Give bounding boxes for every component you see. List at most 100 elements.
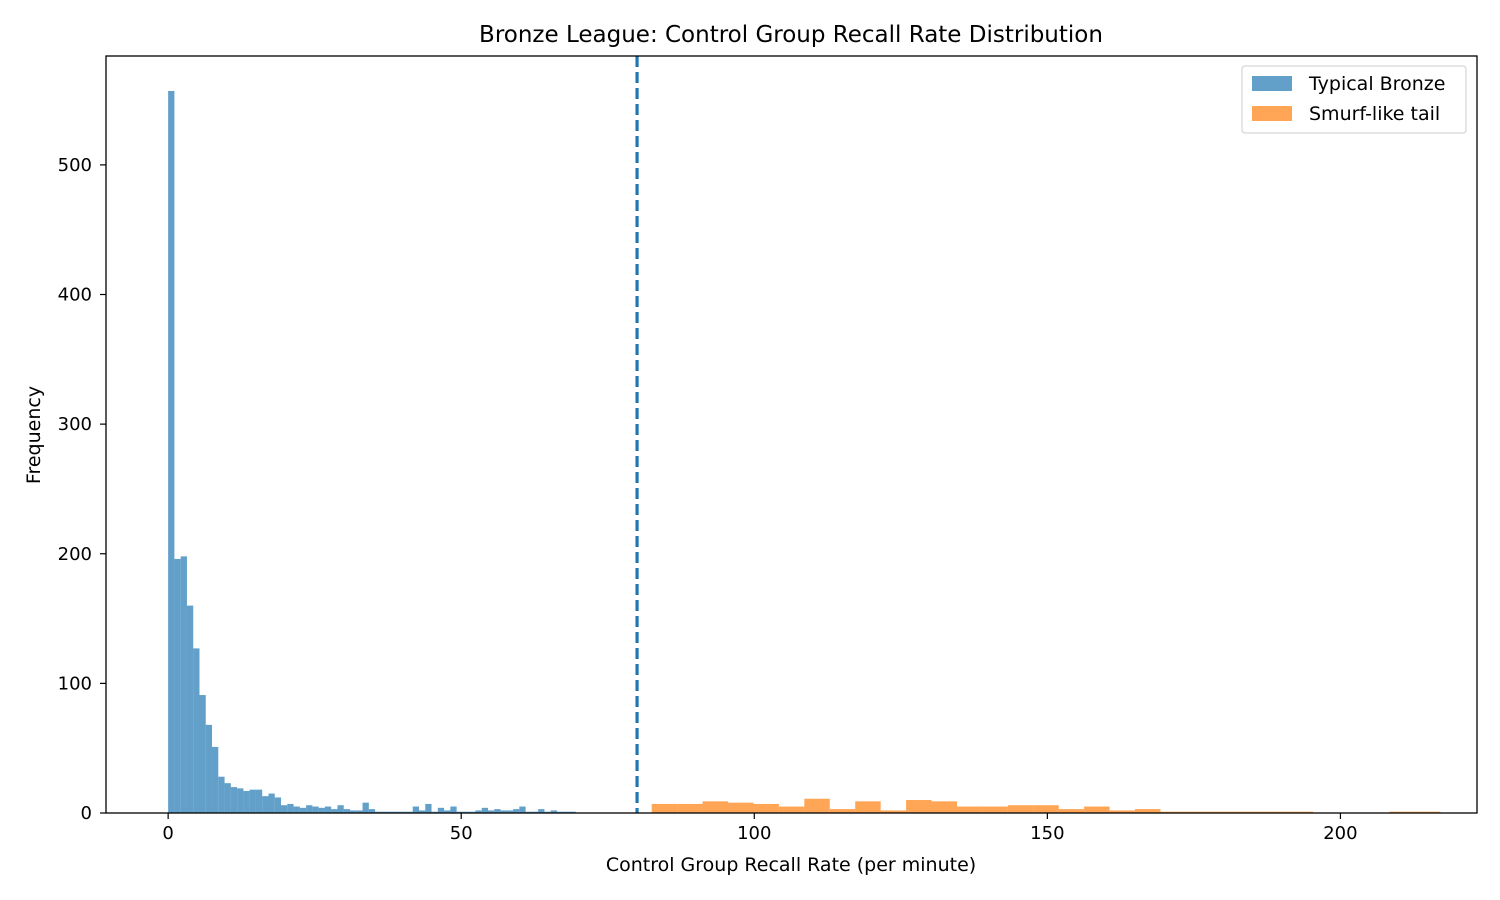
y-tick-label: 0 bbox=[81, 803, 92, 824]
bar-smurf-like-tail bbox=[829, 809, 856, 813]
bar-typical-bronze bbox=[494, 809, 501, 813]
bar-typical-bronze bbox=[274, 797, 282, 813]
bar-typical-bronze bbox=[538, 809, 545, 813]
legend: Typical Bronze Smurf-like tail bbox=[1241, 65, 1467, 134]
bar-smurf-like-tail bbox=[778, 806, 805, 813]
bar-typical-bronze bbox=[218, 776, 225, 813]
bar-smurf-like-tail bbox=[1135, 809, 1161, 813]
bar-typical-bronze bbox=[168, 91, 175, 813]
bar-typical-bronze bbox=[400, 811, 407, 813]
y-tick-label: 400 bbox=[58, 285, 92, 306]
bar-typical-bronze bbox=[293, 806, 300, 813]
bar-typical-bronze bbox=[506, 810, 514, 813]
bar-typical-bronze bbox=[243, 790, 250, 813]
bar-smurf-like-tail bbox=[1160, 811, 1186, 813]
bar-typical-bronze bbox=[563, 811, 570, 813]
bar-typical-bronze bbox=[224, 783, 231, 813]
bar-typical-bronze bbox=[406, 811, 413, 813]
bar-typical-bronze bbox=[387, 811, 394, 813]
bar-smurf-like-tail bbox=[1058, 809, 1085, 813]
bar-typical-bronze bbox=[268, 793, 275, 813]
bar-smurf-like-tail bbox=[906, 800, 932, 813]
bar-smurf-like-tail bbox=[1414, 811, 1441, 813]
bar-smurf-like-tail bbox=[1262, 811, 1288, 813]
bar-typical-bronze bbox=[249, 789, 256, 813]
bar-smurf-like-tail bbox=[931, 801, 957, 813]
y-tick-label: 100 bbox=[58, 673, 92, 694]
bar-typical-bronze bbox=[550, 810, 557, 813]
bar-smurf-like-tail bbox=[753, 803, 779, 813]
legend-swatch-typical-bronze bbox=[1252, 76, 1292, 91]
bar-typical-bronze bbox=[368, 809, 376, 813]
bar-typical-bronze bbox=[462, 811, 470, 813]
bar-typical-bronze bbox=[312, 806, 319, 813]
bar-typical-bronze bbox=[343, 809, 351, 813]
bar-typical-bronze bbox=[281, 805, 288, 813]
bar-typical-bronze bbox=[186, 605, 194, 813]
legend-label-smurf-like-tail: Smurf-like tail bbox=[1309, 103, 1440, 125]
bar-typical-bronze bbox=[193, 648, 200, 813]
bar-typical-bronze bbox=[350, 810, 357, 813]
bar-typical-bronze bbox=[556, 811, 564, 813]
bar-smurf-like-tail bbox=[956, 806, 983, 813]
bar-smurf-like-tail bbox=[1185, 811, 1212, 813]
bar-smurf-like-tail bbox=[1033, 805, 1059, 813]
bar-typical-bronze bbox=[255, 789, 263, 813]
bar-typical-bronze bbox=[375, 811, 382, 813]
bar-typical-bronze bbox=[362, 802, 369, 813]
x-tick-label: 50 bbox=[450, 823, 473, 844]
bar-typical-bronze bbox=[174, 558, 181, 813]
bar-typical-bronze bbox=[356, 810, 363, 813]
bar-typical-bronze bbox=[487, 810, 495, 813]
x-tick-label: 150 bbox=[1030, 823, 1064, 844]
bar-typical-bronze bbox=[180, 556, 187, 813]
bar-typical-bronze bbox=[412, 806, 419, 813]
bar-typical-bronze bbox=[569, 811, 576, 813]
bar-typical-bronze bbox=[205, 724, 213, 813]
bar-smurf-like-tail bbox=[702, 801, 729, 813]
bar-smurf-like-tail bbox=[804, 798, 830, 813]
x-axis-label: Control Group Recall Rate (per minute) bbox=[606, 854, 976, 876]
legend-label-typical-bronze: Typical Bronze bbox=[1308, 73, 1445, 95]
bar-typical-bronze bbox=[381, 811, 388, 813]
bar-smurf-like-tail bbox=[1084, 806, 1110, 813]
bar-typical-bronze bbox=[237, 788, 244, 813]
bar-typical-bronze bbox=[444, 810, 451, 813]
x-tick-label: 200 bbox=[1323, 823, 1357, 844]
y-tick-label: 200 bbox=[58, 544, 92, 565]
bar-typical-bronze bbox=[500, 810, 507, 813]
bar-typical-bronze bbox=[262, 796, 269, 813]
bar-smurf-like-tail bbox=[855, 801, 881, 813]
bar-typical-bronze bbox=[230, 787, 238, 813]
bar-smurf-like-tail bbox=[728, 802, 754, 813]
bar-typical-bronze bbox=[212, 746, 219, 813]
bar-typical-bronze bbox=[475, 810, 482, 813]
bars-layer bbox=[168, 91, 1441, 813]
legend-box bbox=[1241, 65, 1467, 134]
bar-smurf-like-tail bbox=[880, 810, 907, 813]
axes-layer: 0 50 100 150 200 0 100 200 300 400 500 bbox=[58, 55, 1478, 844]
bar-smurf-like-tail bbox=[1389, 811, 1415, 813]
bar-typical-bronze bbox=[199, 695, 206, 813]
bar-typical-bronze bbox=[331, 809, 338, 813]
bar-typical-bronze bbox=[437, 807, 445, 813]
x-tick-label: 0 bbox=[162, 823, 173, 844]
legend-swatch-smurf-like-tail bbox=[1252, 106, 1292, 121]
bar-smurf-like-tail bbox=[1007, 805, 1034, 813]
bar-typical-bronze bbox=[324, 806, 332, 813]
bar-typical-bronze bbox=[431, 811, 438, 813]
chart-title: Bronze League: Control Group Recall Rate… bbox=[479, 22, 1103, 48]
bar-typical-bronze bbox=[337, 805, 344, 813]
y-tick-label: 300 bbox=[58, 414, 92, 435]
y-axis-label: Frequency bbox=[23, 386, 45, 484]
bar-smurf-like-tail bbox=[1109, 810, 1136, 813]
bar-typical-bronze bbox=[525, 811, 532, 813]
bar-typical-bronze bbox=[544, 811, 551, 813]
bar-smurf-like-tail bbox=[1236, 811, 1263, 813]
bar-smurf-like-tail bbox=[651, 803, 678, 813]
bar-smurf-like-tail bbox=[1211, 811, 1237, 813]
plot-frame bbox=[105, 55, 1478, 814]
bar-typical-bronze bbox=[287, 803, 294, 813]
bar-typical-bronze bbox=[419, 810, 426, 813]
